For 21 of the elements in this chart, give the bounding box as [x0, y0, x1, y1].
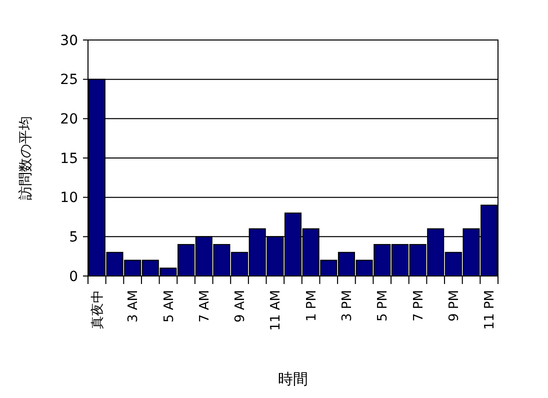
x-tick-label: 5 PM: [376, 290, 391, 322]
x-tick-label: 9 AM: [233, 290, 248, 323]
y-tick-label: 5: [69, 230, 78, 246]
y-tick-label: 15: [60, 150, 78, 167]
y-tick-label: 25: [60, 72, 78, 88]
x-tick-label: 5 AM: [162, 290, 177, 323]
x-tick-label: 7 PM: [411, 290, 426, 322]
y-tick-label: 30: [60, 32, 78, 49]
x-tick-label: 7 AM: [197, 290, 212, 323]
x-tick-label: 3 PM: [340, 290, 356, 322]
y-tick-label: 10: [60, 190, 78, 206]
x-tick-label: 11 AM: [268, 290, 284, 331]
x-tick-label: 真夜中: [89, 290, 106, 329]
y-axis-title: 訪問数の平均: [18, 116, 34, 200]
y-tick-label: 20: [60, 112, 78, 128]
x-tick-label: 11 PM: [482, 290, 498, 330]
x-tick-label: 3 AM: [126, 290, 142, 323]
x-tick-label: 9 PM: [446, 290, 462, 322]
y-tick-label: 0: [69, 268, 78, 285]
x-axis-title: 時間: [278, 370, 308, 388]
x-tick-label: 1 PM: [304, 290, 320, 322]
